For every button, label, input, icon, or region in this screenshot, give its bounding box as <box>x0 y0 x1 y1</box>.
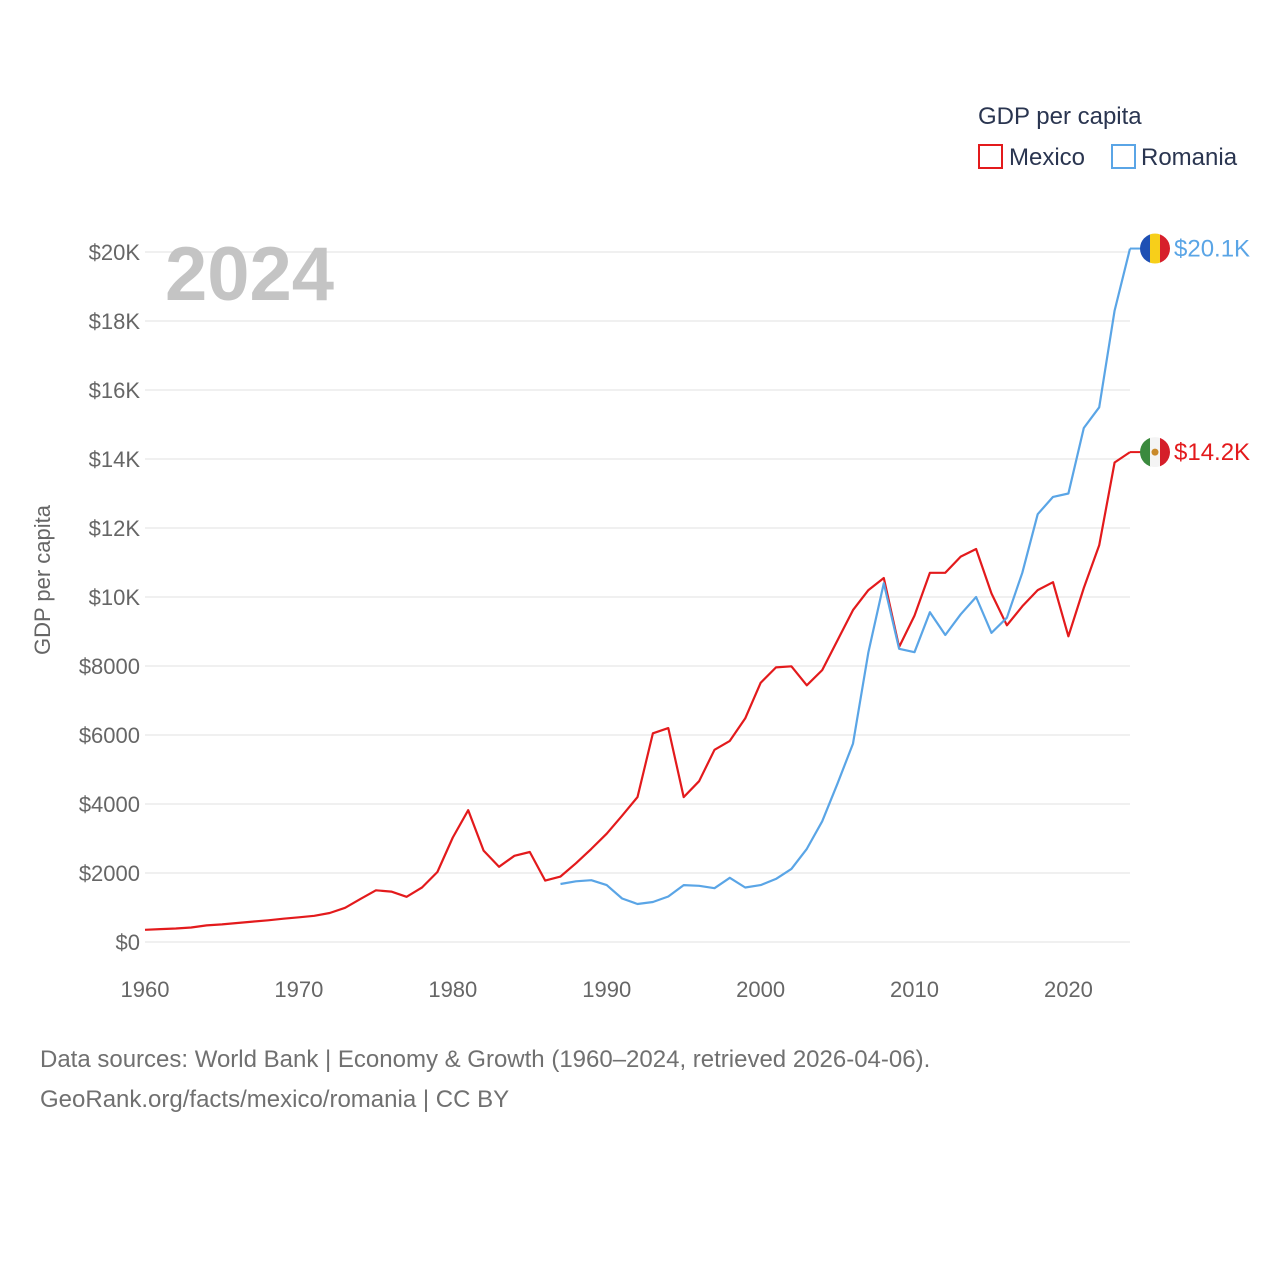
y-tick-label: $2000 <box>79 861 140 886</box>
y-tick-label: $12K <box>89 516 141 541</box>
legend-swatch-mexico <box>978 144 1003 169</box>
x-tick-label: 1990 <box>582 977 631 1002</box>
y-tick-label: $16K <box>89 378 141 403</box>
y-tick-label: $18K <box>89 309 141 334</box>
legend-item-romania[interactable]: Romania <box>1111 144 1238 171</box>
legend-label-mexico: Mexico <box>1009 144 1085 171</box>
gridlines <box>145 251 1130 943</box>
y-axis-ticks: $0 $2000 $4000 $6000 $8000 $10K $12K $14K $16K $1… <box>79 240 141 955</box>
x-tick-label: 2010 <box>890 977 939 1002</box>
end-label-mexico: $14.2K <box>1174 439 1250 466</box>
x-tick-label: 1960 <box>121 977 170 1002</box>
x-tick-label: 2020 <box>1044 977 1093 1002</box>
footer-line-2: GeoRank.org/facts/mexico/romania | CC BY <box>40 1086 510 1113</box>
y-axis-title: GDP per capita <box>30 504 55 655</box>
y-tick-label: $10K <box>89 585 141 610</box>
series-line-romania <box>560 248 1132 906</box>
legend-swatch-romania <box>1111 144 1136 169</box>
x-tick-label: 1970 <box>274 977 323 1002</box>
romania-flag-icon <box>1140 233 1170 264</box>
mexico-flag-icon <box>1140 437 1170 468</box>
series-line-mexico <box>144 451 1131 931</box>
footer-line-1: Data sources: World Bank | Economy & Gro… <box>40 1046 931 1073</box>
year-label: 2024 <box>165 232 334 317</box>
legend-label-romania: Romania <box>1141 144 1238 171</box>
y-tick-label: $4000 <box>79 792 140 817</box>
y-tick-label: $6000 <box>79 723 140 748</box>
series-lines <box>144 248 1132 931</box>
x-axis-ticks: 1960 1970 1980 1990 2000 2010 2020 <box>121 977 1093 1002</box>
y-tick-label: $8000 <box>79 654 140 679</box>
x-tick-label: 2000 <box>736 977 785 1002</box>
y-tick-label: $14K <box>89 447 141 472</box>
footer-source: Data sources: World Bank | Economy & Gro… <box>40 1040 930 1120</box>
legend-title: GDP per capita <box>978 103 1142 130</box>
x-tick-label: 1980 <box>428 977 477 1002</box>
legend-item-mexico[interactable]: Mexico <box>978 144 1085 171</box>
y-tick-label: $20K <box>89 240 141 265</box>
end-label-romania: $20.1K <box>1174 236 1250 263</box>
end-labels: $14.2K $20.1K <box>1130 233 1250 468</box>
y-tick-label: $0 <box>116 930 140 955</box>
legend: GDP per capita Mexico Romania <box>978 103 1238 171</box>
